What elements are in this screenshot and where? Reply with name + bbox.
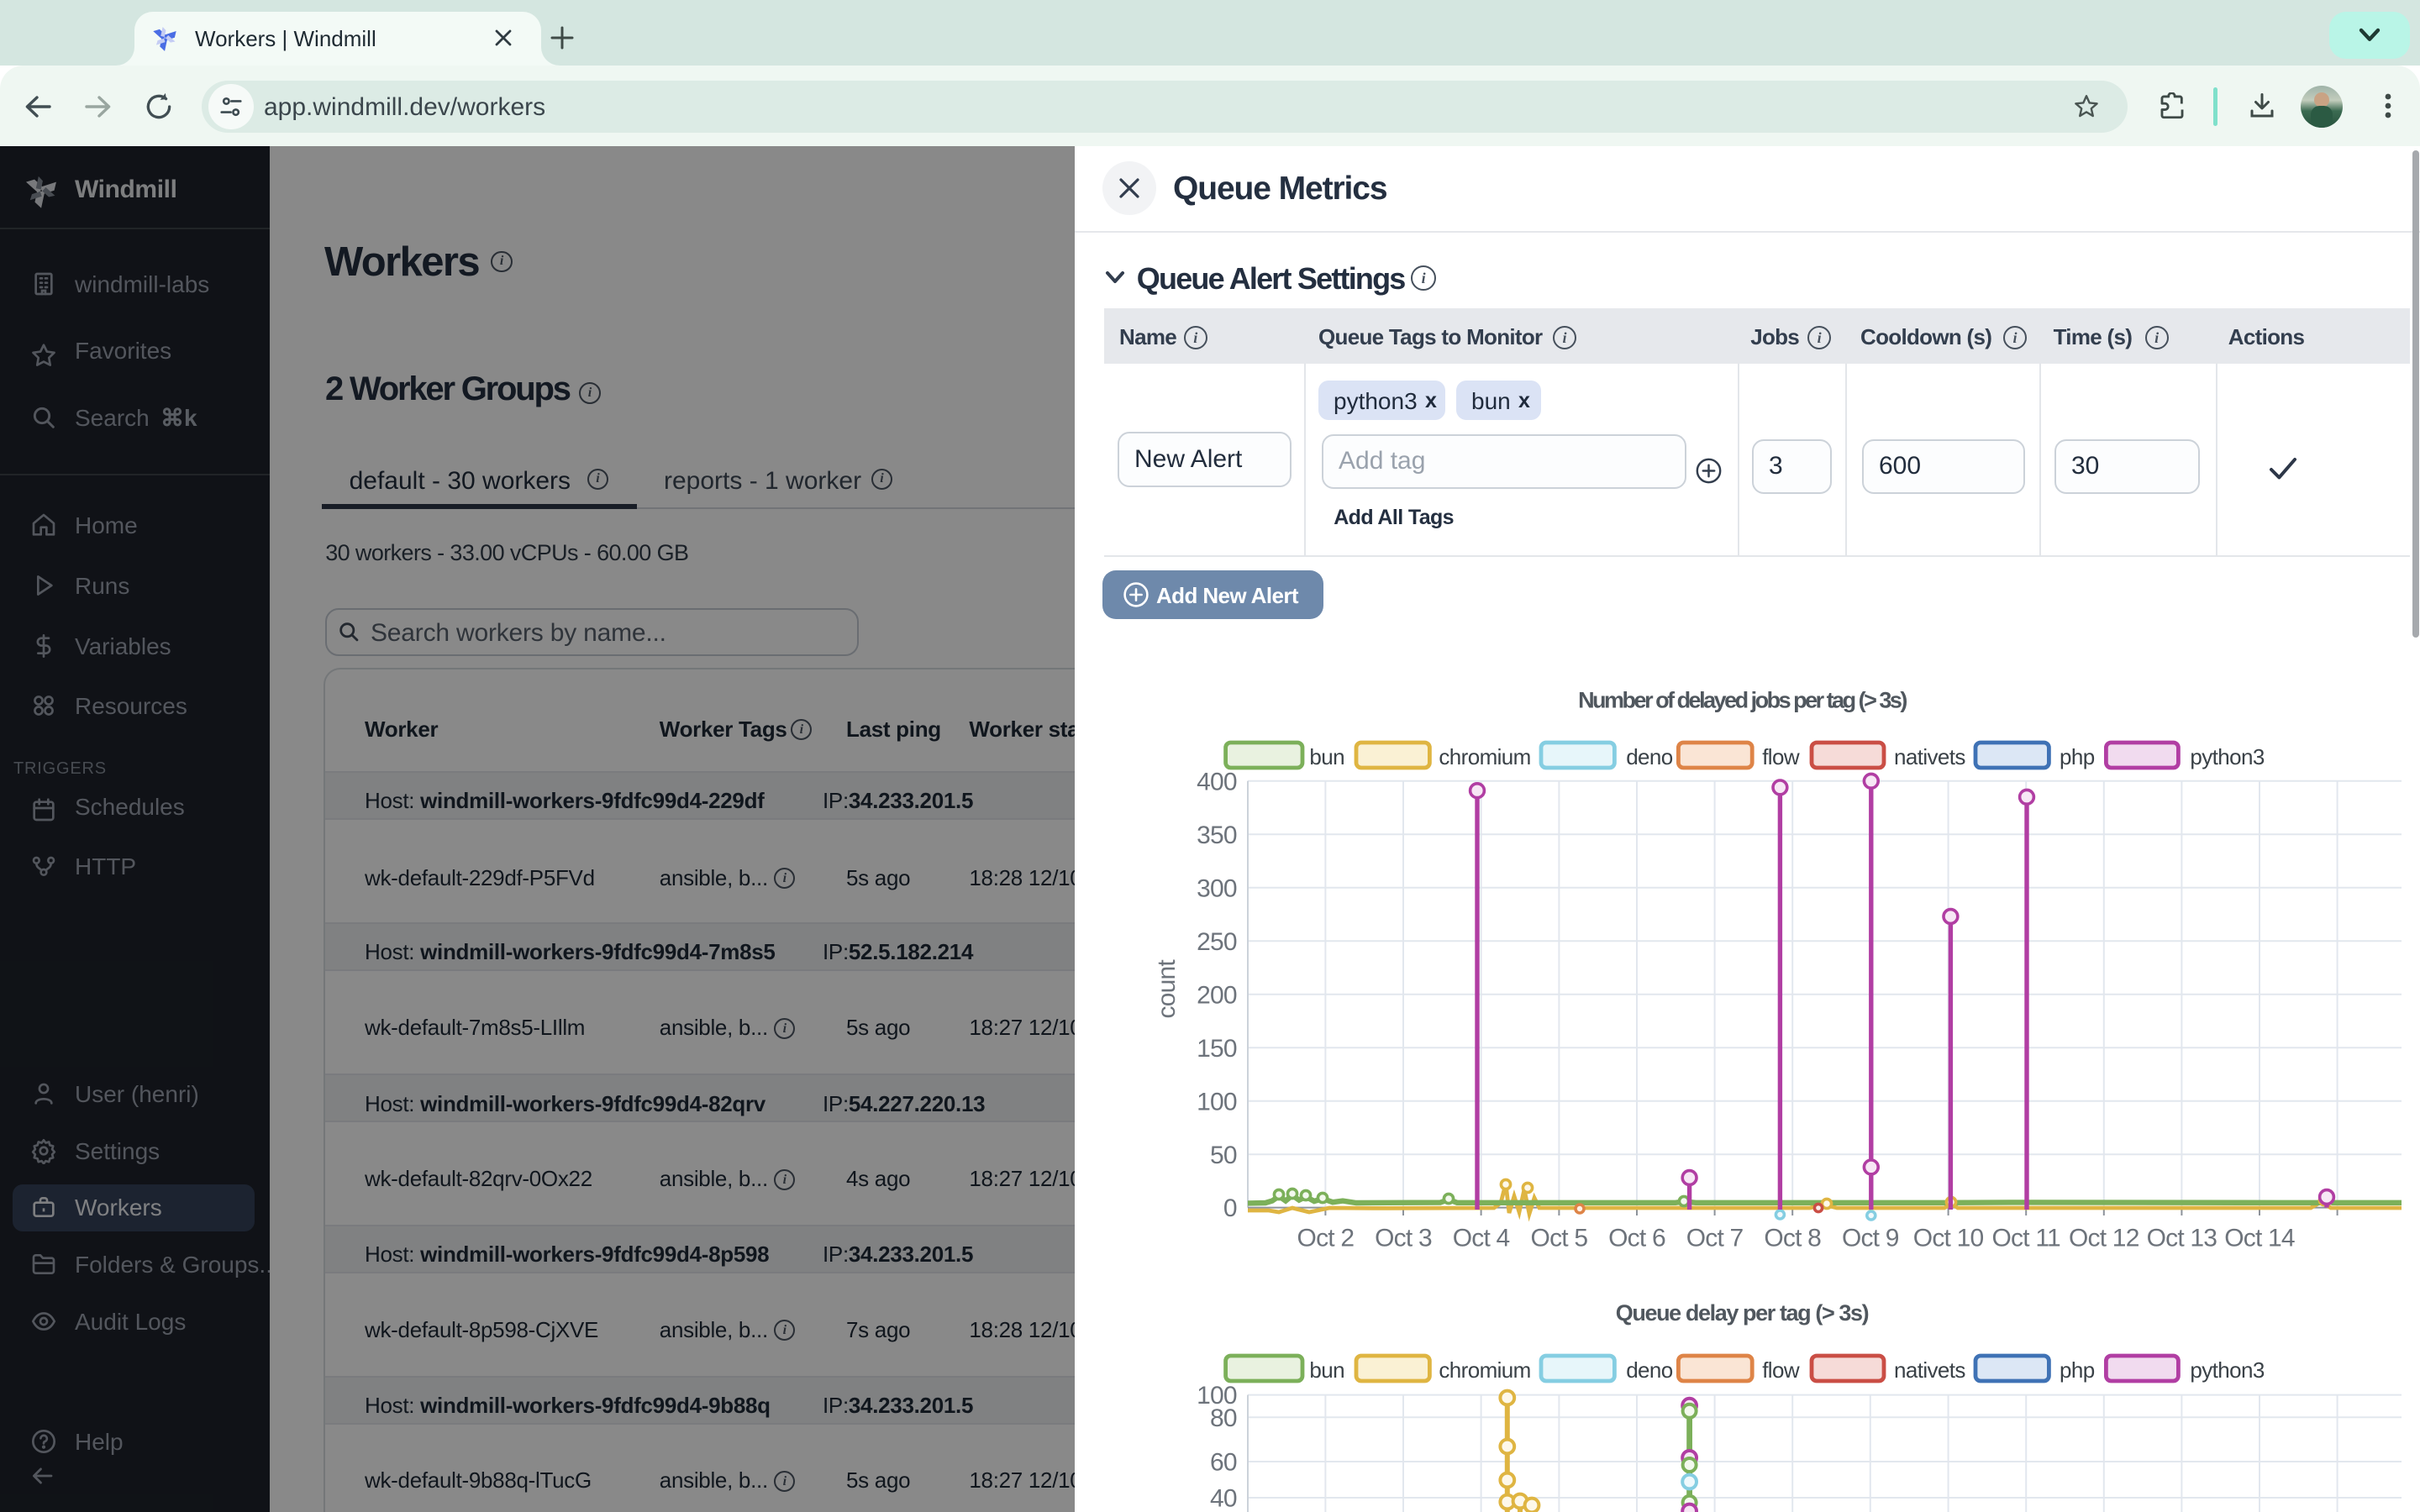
svg-text:250: 250 <box>1197 928 1237 956</box>
svg-text:Oct 4: Oct 4 <box>1453 1225 1510 1252</box>
svg-text:flow: flow <box>1762 1357 1800 1383</box>
svg-text:php: php <box>2060 1357 2095 1383</box>
svg-text:Number of delayed jobs per tag: Number of delayed jobs per tag (> 3s) <box>1578 688 1907 713</box>
svg-text:Oct 13: Oct 13 <box>2147 1225 2217 1252</box>
svg-text:Queue delay per tag (> 3s): Queue delay per tag (> 3s) <box>1616 1300 1869 1326</box>
svg-text:Oct 5: Oct 5 <box>1531 1225 1588 1252</box>
svg-text:Oct 3: Oct 3 <box>1375 1225 1432 1252</box>
svg-text:40: 40 <box>1210 1485 1237 1512</box>
svg-text:50: 50 <box>1210 1142 1237 1169</box>
svg-text:60: 60 <box>1210 1449 1237 1477</box>
svg-text:flow: flow <box>1762 744 1800 769</box>
svg-text:chromium: chromium <box>1439 1357 1530 1383</box>
svg-text:Oct 2: Oct 2 <box>1297 1225 1355 1252</box>
svg-text:Oct 7: Oct 7 <box>1686 1225 1744 1252</box>
svg-text:php: php <box>2060 744 2095 769</box>
svg-text:nativets: nativets <box>1894 744 1965 769</box>
svg-text:100: 100 <box>1197 1382 1237 1410</box>
svg-text:0: 0 <box>1223 1194 1237 1222</box>
svg-text:bun: bun <box>1309 744 1344 769</box>
svg-text:200: 200 <box>1197 981 1237 1009</box>
svg-text:bun: bun <box>1309 1357 1344 1383</box>
svg-text:python3: python3 <box>2190 1357 2264 1383</box>
svg-text:Oct 9: Oct 9 <box>1842 1225 1899 1252</box>
svg-text:150: 150 <box>1197 1035 1237 1063</box>
svg-text:300: 300 <box>1197 874 1237 902</box>
svg-text:deno: deno <box>1626 744 1673 769</box>
svg-text:Oct 14: Oct 14 <box>2224 1225 2295 1252</box>
svg-text:python3: python3 <box>2190 744 2264 769</box>
svg-text:count: count <box>1153 959 1181 1019</box>
svg-text:400: 400 <box>1197 768 1237 795</box>
svg-text:Oct 8: Oct 8 <box>1764 1225 1821 1252</box>
svg-text:chromium: chromium <box>1439 744 1530 769</box>
svg-text:Oct 12: Oct 12 <box>2069 1225 2139 1252</box>
svg-text:100: 100 <box>1197 1088 1237 1116</box>
svg-text:Oct 10: Oct 10 <box>1913 1225 1984 1252</box>
svg-text:Oct 11: Oct 11 <box>1992 1225 2060 1252</box>
svg-text:350: 350 <box>1197 822 1237 849</box>
svg-text:Oct 6: Oct 6 <box>1608 1225 1665 1252</box>
svg-text:80: 80 <box>1210 1404 1237 1432</box>
svg-text:nativets: nativets <box>1894 1357 1965 1383</box>
svg-text:deno: deno <box>1626 1357 1673 1383</box>
